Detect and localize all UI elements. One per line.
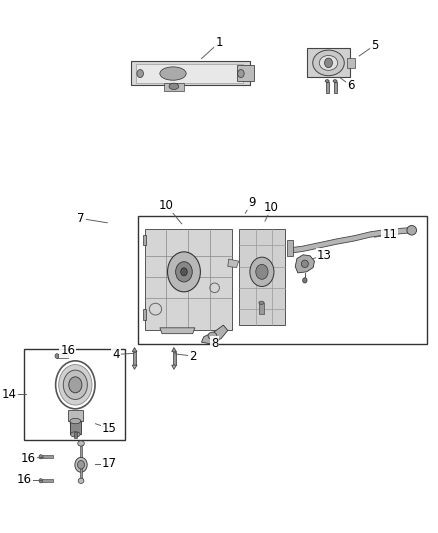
- Ellipse shape: [78, 461, 85, 469]
- Ellipse shape: [407, 225, 417, 235]
- Text: 16: 16: [17, 473, 32, 486]
- Text: 8: 8: [211, 337, 218, 350]
- Ellipse shape: [180, 268, 187, 276]
- Ellipse shape: [208, 332, 217, 340]
- Polygon shape: [143, 309, 146, 320]
- Ellipse shape: [71, 432, 80, 437]
- Ellipse shape: [333, 80, 337, 82]
- Ellipse shape: [59, 365, 92, 405]
- Text: 16: 16: [60, 344, 75, 357]
- Polygon shape: [289, 228, 412, 253]
- Ellipse shape: [169, 83, 179, 90]
- Bar: [259, 303, 264, 314]
- Polygon shape: [70, 421, 81, 433]
- Text: 5: 5: [371, 39, 378, 52]
- Text: 6: 6: [346, 79, 354, 92]
- Polygon shape: [347, 58, 355, 68]
- Polygon shape: [287, 240, 293, 256]
- Ellipse shape: [301, 260, 308, 268]
- Bar: [138, 216, 427, 344]
- Ellipse shape: [303, 278, 307, 283]
- Polygon shape: [132, 365, 137, 369]
- Polygon shape: [136, 64, 243, 83]
- Text: 4: 4: [112, 348, 120, 361]
- Polygon shape: [143, 235, 146, 245]
- Text: 10: 10: [264, 201, 279, 214]
- Bar: [74, 432, 77, 438]
- Bar: [173, 352, 176, 365]
- Text: 11: 11: [382, 228, 397, 241]
- Ellipse shape: [137, 70, 143, 78]
- Bar: [326, 82, 329, 93]
- Ellipse shape: [63, 370, 87, 400]
- Ellipse shape: [69, 377, 82, 393]
- Polygon shape: [307, 48, 350, 77]
- Polygon shape: [68, 410, 83, 421]
- Ellipse shape: [250, 257, 274, 287]
- Ellipse shape: [160, 67, 186, 80]
- Text: 16: 16: [21, 452, 36, 465]
- Ellipse shape: [319, 55, 338, 70]
- Text: 9: 9: [248, 196, 256, 209]
- Text: 1: 1: [215, 36, 223, 49]
- Text: 14: 14: [2, 388, 17, 401]
- Text: 15: 15: [102, 422, 117, 435]
- Bar: [24, 349, 125, 440]
- Ellipse shape: [259, 301, 264, 304]
- Polygon shape: [172, 348, 177, 352]
- Bar: [41, 479, 53, 482]
- Polygon shape: [79, 441, 84, 446]
- Ellipse shape: [78, 478, 84, 483]
- Text: 13: 13: [317, 249, 332, 262]
- Polygon shape: [228, 259, 239, 268]
- Bar: [334, 82, 337, 93]
- Polygon shape: [201, 325, 228, 344]
- Ellipse shape: [39, 479, 42, 483]
- Ellipse shape: [176, 262, 192, 282]
- Polygon shape: [145, 229, 232, 330]
- Ellipse shape: [39, 455, 42, 459]
- Text: 17: 17: [102, 457, 117, 470]
- Ellipse shape: [325, 80, 329, 82]
- Text: 2: 2: [189, 350, 197, 362]
- Text: 7: 7: [77, 212, 85, 225]
- Ellipse shape: [78, 441, 84, 446]
- Polygon shape: [237, 65, 254, 81]
- Polygon shape: [164, 83, 184, 91]
- Ellipse shape: [55, 354, 59, 358]
- Bar: [80, 446, 82, 457]
- Bar: [41, 455, 53, 458]
- Polygon shape: [295, 255, 314, 273]
- Bar: [133, 352, 136, 365]
- Ellipse shape: [237, 70, 244, 78]
- Polygon shape: [160, 328, 195, 334]
- Polygon shape: [172, 365, 177, 369]
- Ellipse shape: [256, 264, 268, 279]
- Text: 10: 10: [159, 199, 174, 212]
- Ellipse shape: [70, 418, 81, 424]
- Polygon shape: [131, 61, 250, 85]
- Ellipse shape: [325, 58, 332, 68]
- Bar: [57, 354, 68, 358]
- Bar: [80, 468, 82, 480]
- Polygon shape: [239, 229, 285, 325]
- Ellipse shape: [167, 252, 200, 292]
- Polygon shape: [132, 348, 137, 352]
- Ellipse shape: [313, 50, 344, 76]
- Ellipse shape: [75, 457, 87, 472]
- Polygon shape: [70, 421, 81, 434]
